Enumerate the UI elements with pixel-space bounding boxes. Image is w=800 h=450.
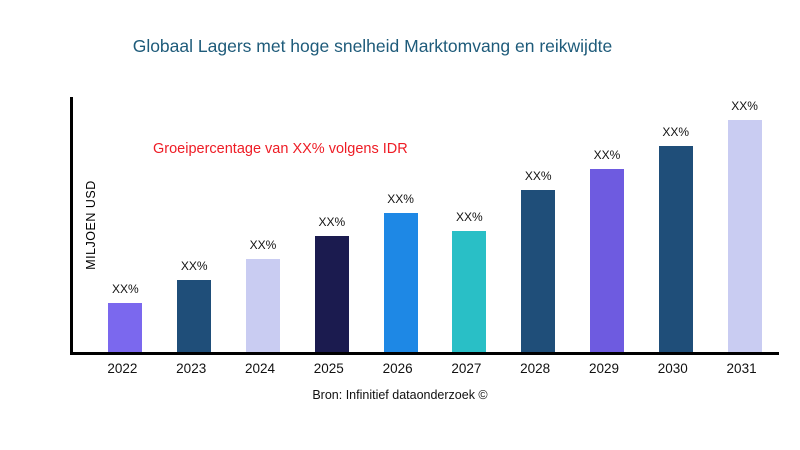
bar-2028 [521,190,556,352]
x-tick-2022: 2022 [107,361,138,376]
bar-value-label-2023: XX% [180,259,208,273]
bar-2029 [589,169,624,352]
x-axis-labels: 2022 2023 2024 2025 2026 2027 2028 2029 2030 2031 [70,361,776,376]
bar-2031 [727,120,762,352]
bar-value-label-2028: XX% [524,169,552,183]
source-caption: Bron: Infinitief dataonderzoek © [312,388,488,402]
bar-column-2024: XX% [229,238,298,352]
bar-value-label-2031: XX% [731,99,758,113]
bar-value-label-2027: XX% [456,210,483,224]
bar-column-2023: XX% [160,259,229,352]
bar-value-label-2030: XX% [662,125,690,139]
x-tick-2026: 2026 [382,361,413,376]
bar-2024 [245,259,280,352]
x-tick-2023: 2023 [176,361,207,376]
x-tick-2028: 2028 [520,361,551,376]
x-tick-2030: 2030 [657,361,688,376]
bar-column-2026: XX% [366,192,435,352]
bar-column-2028: XX% [504,169,573,352]
x-tick-2029: 2029 [588,361,619,376]
bar-column-2025: XX% [297,215,366,352]
x-tick-2024: 2024 [244,361,276,376]
x-tick-2027: 2027 [451,361,482,376]
plot-area: MILJOEN USD Groeipercentage van XX% volg… [70,97,779,355]
bar-2027 [452,231,487,352]
bar-2022 [108,303,143,352]
bar-value-label-2025: XX% [318,215,346,229]
bar-column-2027: XX% [435,210,504,352]
bar-column-2030: XX% [641,125,710,352]
bar-value-label-2024: XX% [249,238,277,252]
bar-column-2029: XX% [573,148,642,352]
bar-value-label-2029: XX% [593,148,621,162]
chart-title: Globaal Lagers met hoge snelheid Marktom… [132,36,613,56]
bar-2023 [177,280,212,352]
bar-2025 [314,236,349,352]
bars-container: XX% XX% XX% XX% XX% XX% XX% XX% XX% XX% [73,97,779,352]
bar-2026 [383,213,418,352]
x-tick-2025: 2025 [313,361,344,376]
x-tick-2031: 2031 [726,361,757,376]
bar-2030 [658,146,693,352]
bar-column-2022: XX% [91,282,160,352]
bar-column-2031: XX% [710,99,779,352]
bar-value-label-2022: XX% [112,282,139,296]
growth-rate-annotation: Groeipercentage van XX% volgens IDR [153,141,408,157]
bar-value-label-2026: XX% [387,192,414,206]
